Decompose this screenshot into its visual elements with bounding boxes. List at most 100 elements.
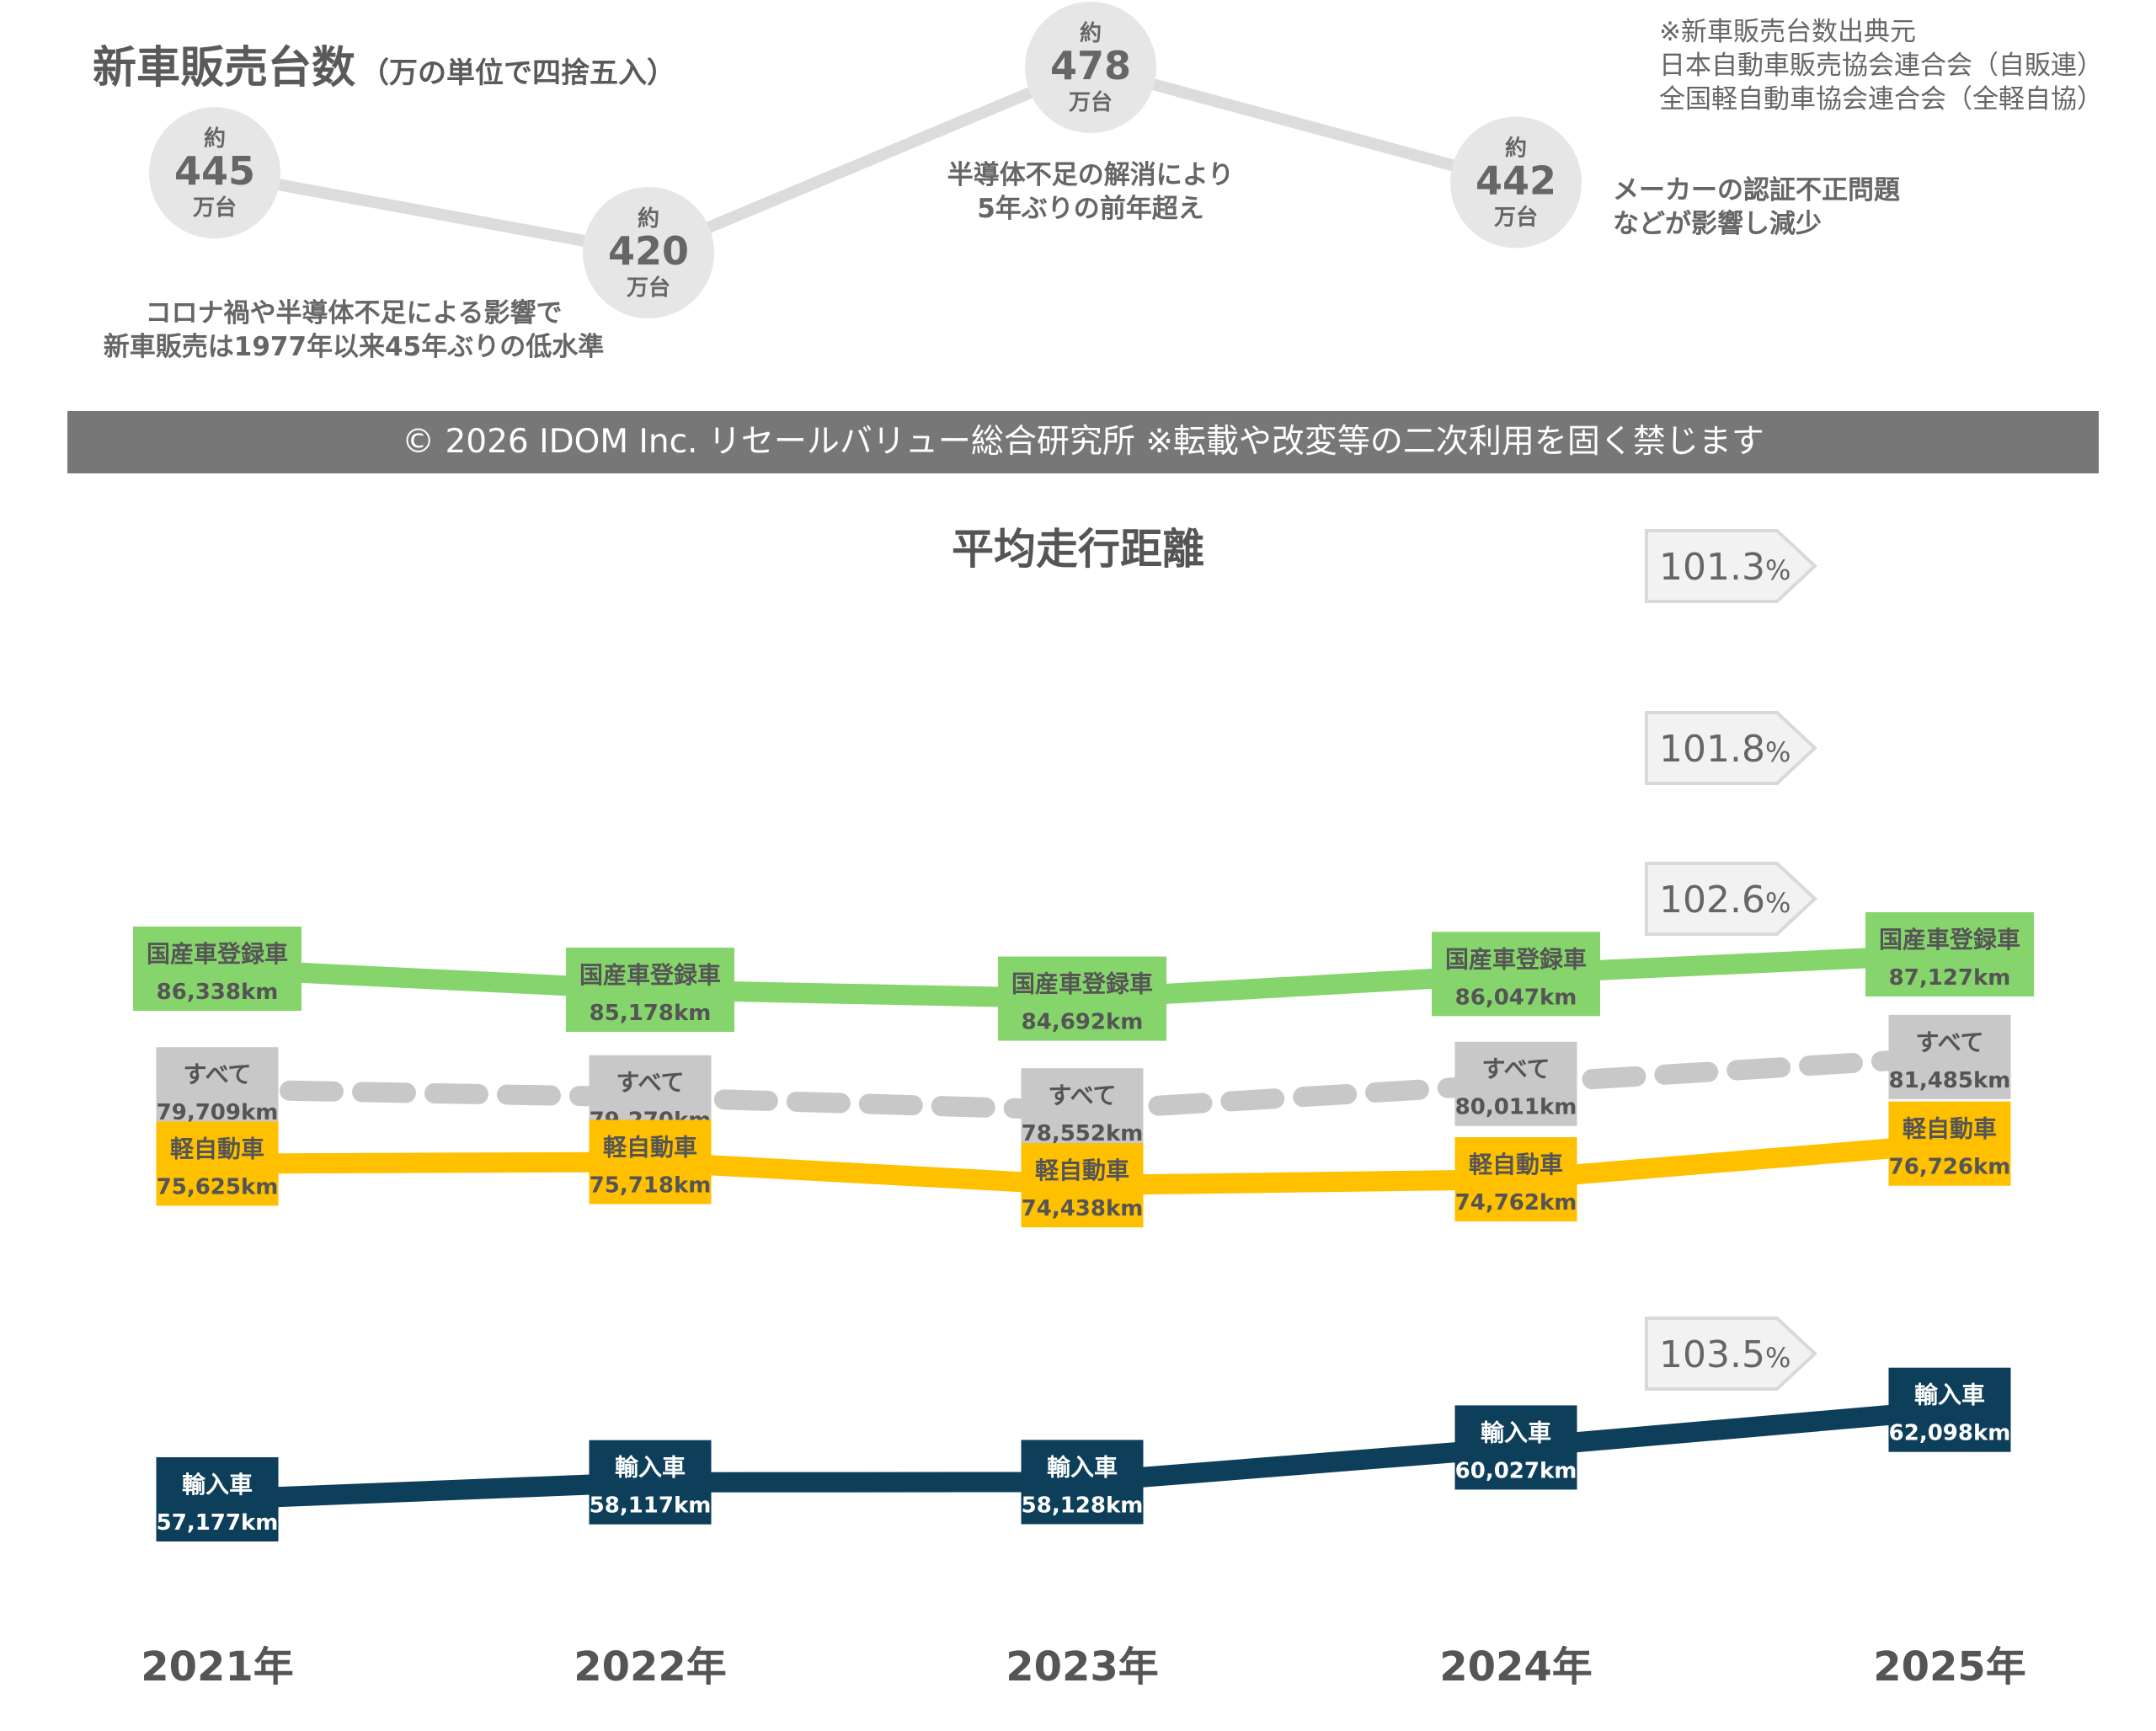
data-label-box <box>1888 1014 2011 1099</box>
data-label: 79,709km <box>157 1100 279 1125</box>
growth-value: 103.5% <box>1659 1333 1790 1376</box>
sales-approx-label: 約 <box>1080 20 1102 46</box>
growth-arrow-shape <box>1645 711 1817 785</box>
data-point: 国産車登録車 87,127km <box>1865 911 2034 996</box>
growth-arrow-shape <box>1645 529 1817 603</box>
growth-percent: % <box>1765 554 1790 586</box>
data-point: 輸入車 58,117km <box>589 1440 712 1525</box>
data-label-box <box>1454 1041 1577 1126</box>
sales-value: 420 <box>608 228 689 274</box>
data-label: 80,011km <box>1455 1095 1577 1120</box>
sales-annotation: コロナ禍や半導体不足による影響で <box>145 298 562 329</box>
series-name-label: 軽自動車 <box>1469 1151 1563 1178</box>
data-label: 81,485km <box>1889 1068 2011 1093</box>
x-tick-label: 2025年 <box>1873 1643 2026 1691</box>
sales-unit-label: 万台 <box>627 275 670 301</box>
series-name-label: 国産車登録車 <box>1445 945 1587 973</box>
sales-annotation: メーカーの認証不正問題 <box>1613 175 1900 206</box>
sales-unit-label: 万台 <box>1494 205 1538 231</box>
series-name-label: すべて <box>616 1069 685 1097</box>
data-label-box <box>1454 1405 1577 1490</box>
source-line: ※新車販売台数出典元 <box>1659 17 1916 47</box>
sales-bubble-circle <box>583 187 714 318</box>
x-tick-label: 2022年 <box>574 1643 727 1691</box>
growth-percent: % <box>1765 887 1790 919</box>
series-name-label: 軽自動車 <box>603 1133 697 1161</box>
series-name-label: 軽自動車 <box>1035 1157 1129 1184</box>
growth-callout: 101.3% <box>1645 529 1817 603</box>
data-label-box <box>1021 1143 1144 1228</box>
series-name-label: 輸入車 <box>615 1454 686 1482</box>
series-name-label: 輸入車 <box>1914 1381 1985 1409</box>
growth-number: 101.3 <box>1659 546 1765 589</box>
sales-value: 445 <box>174 148 255 194</box>
data-label: 58,117km <box>590 1493 712 1519</box>
data-label-box <box>1888 1367 2011 1452</box>
series-name-label: 輸入車 <box>1047 1453 1118 1481</box>
data-label-box <box>1888 1101 2011 1186</box>
data-label-box <box>1021 1068 1144 1153</box>
sales-title-note: （万の単位で四捨五入） <box>360 56 676 90</box>
sales-unit-label: 万台 <box>193 195 237 221</box>
sales-bubble-circle <box>1025 2 1156 133</box>
data-label-box <box>1865 911 2034 996</box>
source-note: ※新車販売台数出典元 日本自動車販売協会連合会（自販連） 全国軽自動車協会連合会… <box>1659 15 2103 116</box>
series-name-label: すべて <box>184 1061 252 1088</box>
data-point: すべて 79,709km <box>156 1047 279 1132</box>
growth-arrow-shape <box>1645 862 1817 936</box>
data-point: 国産車登録車 86,047km <box>1432 932 1600 1017</box>
data-point: 国産車登録車 84,692km <box>998 956 1166 1041</box>
data-label: 75,718km <box>590 1173 712 1198</box>
data-point: 軽自動車 74,438km <box>1021 1143 1144 1228</box>
sales-annotation: などが影響し減少 <box>1613 209 1822 239</box>
data-label-box <box>156 1121 279 1206</box>
data-label: 84,692km <box>1022 1010 1144 1035</box>
sales-bubble-circle <box>1450 116 1582 248</box>
growth-number: 102.6 <box>1659 879 1765 922</box>
growth-callout: 101.8% <box>1645 711 1817 785</box>
sales-trend-line <box>213 61 1518 259</box>
sales-approx-label: 約 <box>1505 136 1527 162</box>
data-label: 75,625km <box>157 1174 279 1199</box>
growth-percent: % <box>1765 736 1790 768</box>
series-name-label: 軽自動車 <box>170 1135 264 1162</box>
data-point: 輸入車 62,098km <box>1888 1367 2011 1452</box>
sales-annotation: 5年ぶりの前年超え <box>977 194 1204 224</box>
series-name-label: すべて <box>1916 1028 1984 1056</box>
data-label-box <box>156 1047 279 1132</box>
data-label: 58,128km <box>1022 1493 1144 1518</box>
data-label-box <box>1432 932 1600 1017</box>
data-label: 86,047km <box>1455 985 1577 1010</box>
data-label: 87,127km <box>1889 965 2011 991</box>
sales-value: 478 <box>1050 43 1131 88</box>
sales-title-text: 新車販売台数 <box>93 43 356 93</box>
data-point: 輸入車 57,177km <box>156 1457 279 1541</box>
growth-value: 101.3% <box>1659 546 1790 589</box>
x-tick-label: 2021年 <box>141 1643 294 1691</box>
data-point: 軽自動車 76,726km <box>1888 1101 2011 1186</box>
data-point: 輸入車 60,027km <box>1454 1405 1577 1490</box>
data-point: 国産車登録車 85,178km <box>566 948 734 1033</box>
data-label-box <box>589 1440 712 1525</box>
data-label: 60,027km <box>1455 1458 1577 1483</box>
data-point: 輸入車 58,128km <box>1021 1440 1144 1525</box>
sales-unit-label: 万台 <box>1069 89 1113 115</box>
data-point: 軽自動車 74,762km <box>1454 1137 1577 1222</box>
data-label-box <box>566 948 734 1033</box>
series-name-label: 輸入車 <box>1481 1418 1551 1446</box>
data-label-box <box>589 1119 712 1205</box>
series-name-label: 国産車登録車 <box>1879 926 2020 954</box>
series-name-label: 国産車登録車 <box>147 940 288 968</box>
data-point: すべて 80,011km <box>1454 1041 1577 1126</box>
data-point: すべて 78,552km <box>1021 1068 1144 1153</box>
growth-number: 103.5 <box>1659 1333 1765 1376</box>
growth-number: 101.8 <box>1659 728 1765 771</box>
data-point: 軽自動車 75,625km <box>156 1121 279 1206</box>
source-line: 全国軽自動車協会連合会（全軽自協） <box>1659 84 2103 115</box>
